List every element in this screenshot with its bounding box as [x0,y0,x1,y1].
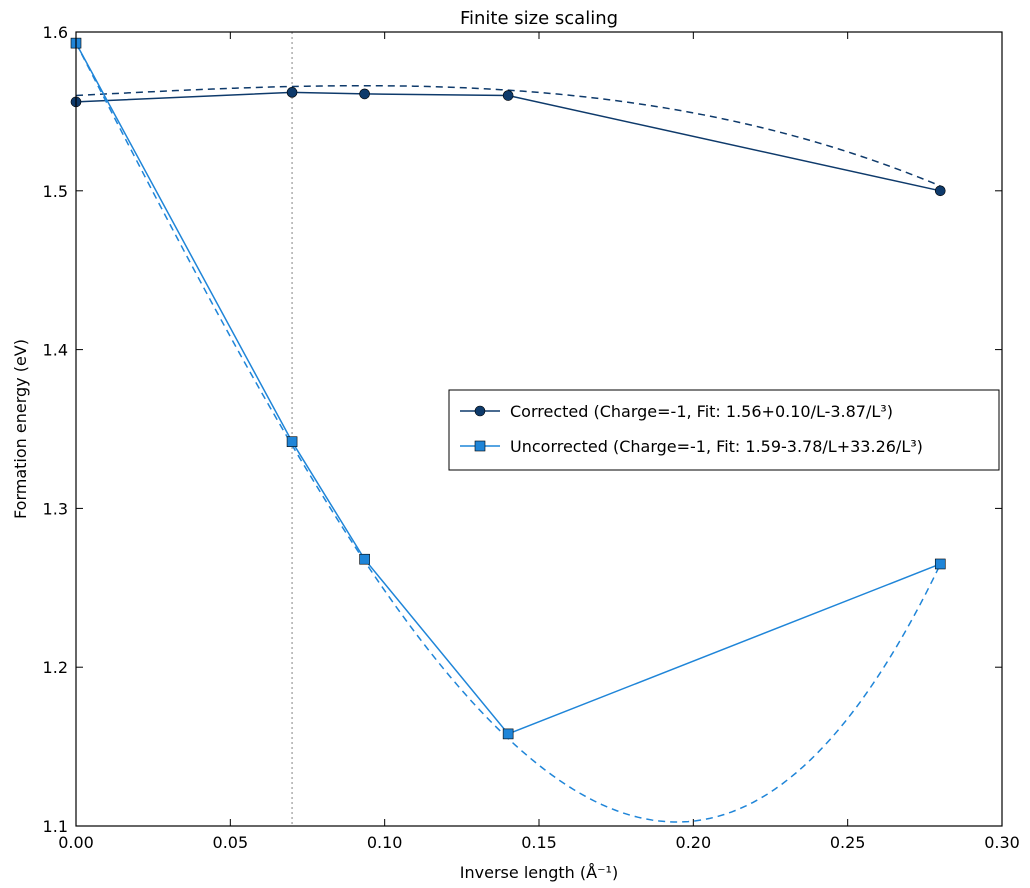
series-1-point [502,728,514,740]
legend-marker-1 [474,440,486,452]
y-tick-label: 1.5 [43,182,68,201]
y-tick-label: 1.6 [43,23,68,42]
x-tick-label: 0.25 [830,833,866,852]
series-0-line [75,91,941,192]
y-tick-label: 1.4 [43,341,68,360]
legend-box [448,389,1000,471]
legend: Corrected (Charge=-1, Fit: 1.56+0.10/L-3… [448,389,1000,471]
legend-marker-0 [474,405,486,417]
axis-ticks: 0.00 0.05 0.10 0.15 0.20 0.25 0.30 1.1 1.2 1.3 1.4… [43,23,1020,852]
legend-label-1: Uncorrected (Charge=-1, Fit: 1.59-3.78/L… [510,437,923,456]
series-0-point [286,87,298,98]
legend-label-0: Corrected (Charge=-1, Fit: 1.56+0.10/L-3… [510,402,893,421]
x-tick-label: 0.05 [213,833,249,852]
series-0-point [502,90,514,101]
x-tick-label: 0.15 [521,833,557,852]
series-1-point [934,558,946,570]
x-tick-label: 0.00 [58,833,94,852]
y-tick-label: 1.1 [43,817,68,836]
x-tick-label: 0.10 [367,833,403,852]
x-axis-title: Inverse length (Å⁻¹) [460,863,618,882]
series-0-fit-curve [75,84,941,187]
x-tick-label: 0.20 [676,833,712,852]
series-0-point [359,88,370,100]
chart-title: Finite size scaling [460,8,618,29]
x-tick-label: 0.30 [984,833,1020,852]
series-1-point [286,436,298,448]
series-0-point [934,185,946,197]
plot-area [70,32,946,826]
y-tick-label: 1.3 [43,499,68,518]
series-1-point [359,553,370,565]
y-tick-label: 1.2 [43,658,68,677]
y-axis-title: Formation energy (eV) [11,339,30,519]
series-1-line [75,42,941,735]
